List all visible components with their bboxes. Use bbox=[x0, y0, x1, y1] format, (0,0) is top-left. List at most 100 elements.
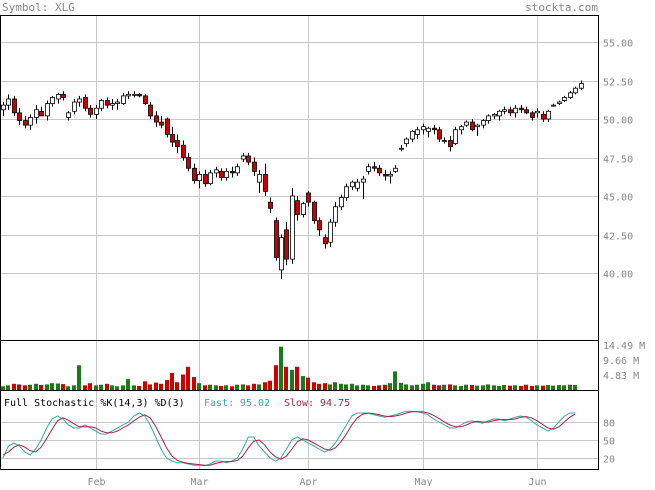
candle-body bbox=[459, 126, 464, 131]
candle-body bbox=[50, 97, 55, 105]
candle-body bbox=[355, 181, 360, 189]
volume-bar bbox=[148, 384, 152, 390]
volume-bar bbox=[546, 385, 550, 390]
volume-bar bbox=[328, 384, 332, 390]
candle-body bbox=[28, 117, 33, 126]
candle-body bbox=[284, 229, 289, 260]
candle-body bbox=[137, 93, 142, 97]
volume-bar bbox=[110, 385, 114, 390]
volume-bar bbox=[181, 374, 185, 390]
candle-body bbox=[56, 93, 61, 100]
candle-body bbox=[453, 129, 458, 145]
volume-bar bbox=[551, 385, 555, 390]
grid-layer bbox=[1, 16, 598, 469]
volume-bar bbox=[323, 383, 327, 390]
candle-body bbox=[181, 144, 186, 158]
volume-bar bbox=[486, 384, 490, 390]
candle-body bbox=[486, 115, 491, 121]
candle-body bbox=[115, 101, 120, 104]
candle-body bbox=[312, 201, 317, 222]
volume-bar bbox=[519, 385, 523, 390]
candle-body bbox=[513, 107, 518, 114]
volume-tick-label: 14.49 M bbox=[603, 341, 645, 352]
candle-body bbox=[377, 167, 382, 174]
x-tick-label: Mar bbox=[190, 477, 208, 486]
stochastic-title: Full Stochastic %K(14,3) %D(3) bbox=[4, 398, 185, 409]
volume-bar bbox=[88, 383, 92, 390]
volume-bar bbox=[459, 385, 463, 390]
candle-body bbox=[132, 93, 137, 96]
volume-bar bbox=[437, 385, 441, 390]
volume-bar bbox=[34, 383, 38, 390]
candle-body bbox=[159, 121, 164, 126]
volume-bar bbox=[263, 382, 267, 390]
candle-body bbox=[399, 147, 404, 150]
candle-body bbox=[464, 121, 469, 126]
candle-body bbox=[551, 104, 556, 107]
candle-body bbox=[421, 126, 426, 131]
candle-body bbox=[6, 98, 11, 106]
candle-body bbox=[432, 127, 437, 131]
candle-body bbox=[333, 206, 338, 223]
candle-body bbox=[94, 107, 99, 115]
candle-body bbox=[350, 181, 355, 188]
volume-bar bbox=[197, 383, 201, 390]
volume-bar bbox=[45, 384, 49, 390]
price-tick-label: 42.50 bbox=[603, 232, 633, 243]
volume-bar bbox=[165, 380, 169, 390]
volume-bar bbox=[399, 382, 403, 390]
candle-body bbox=[295, 200, 300, 215]
volume-bar bbox=[470, 385, 474, 390]
volume-bar bbox=[524, 384, 528, 390]
volume-bar bbox=[6, 385, 10, 390]
volume-bar bbox=[72, 385, 76, 390]
stochastic-tick-label: 50 bbox=[603, 437, 615, 448]
volume-bar bbox=[502, 385, 506, 390]
volume-bar bbox=[355, 385, 359, 390]
candle-body bbox=[502, 109, 507, 112]
candle-body bbox=[34, 109, 39, 118]
volume-bar bbox=[115, 386, 119, 390]
volume-bar bbox=[410, 385, 414, 390]
volume-bar bbox=[492, 385, 496, 390]
volume-bar bbox=[383, 384, 387, 390]
volume-bar bbox=[17, 384, 21, 390]
candle-body bbox=[61, 93, 66, 98]
candle-body bbox=[203, 174, 208, 185]
x-tick-label: Jun bbox=[528, 477, 546, 486]
volume-bar bbox=[475, 385, 479, 390]
volume-bar bbox=[333, 382, 337, 390]
candle-body bbox=[12, 98, 17, 114]
candle-body bbox=[475, 124, 480, 128]
volume-bar bbox=[230, 386, 234, 390]
candle-body bbox=[246, 155, 251, 163]
volume-bar bbox=[377, 385, 381, 390]
volume-bar bbox=[175, 382, 179, 390]
volume-bar bbox=[28, 384, 32, 390]
volume-bar bbox=[23, 385, 27, 390]
volume-bar bbox=[432, 384, 436, 390]
candle-body bbox=[257, 174, 262, 183]
volume-bar bbox=[497, 385, 501, 390]
candle-body bbox=[186, 157, 191, 169]
candle-body bbox=[573, 87, 578, 94]
volume-bar bbox=[268, 380, 272, 390]
candle-body bbox=[541, 113, 546, 120]
volume-bar bbox=[219, 385, 223, 390]
volume-bar bbox=[562, 385, 566, 390]
candle-body bbox=[524, 109, 529, 114]
volume-tick-label: 9.66 M bbox=[603, 356, 639, 367]
volume-bar bbox=[170, 372, 174, 390]
stochastic-panel-frame bbox=[0, 390, 599, 470]
candle-body bbox=[546, 110, 551, 120]
candle-body bbox=[39, 110, 44, 117]
candle-body bbox=[415, 129, 420, 135]
volume-bar bbox=[126, 379, 130, 390]
volume-bar bbox=[192, 376, 196, 390]
candles-layer bbox=[1, 80, 584, 280]
candle-body bbox=[579, 83, 584, 89]
brand-label[interactable]: stockta.com bbox=[525, 1, 598, 14]
candle-body bbox=[306, 192, 311, 203]
volume-bar bbox=[530, 385, 534, 390]
